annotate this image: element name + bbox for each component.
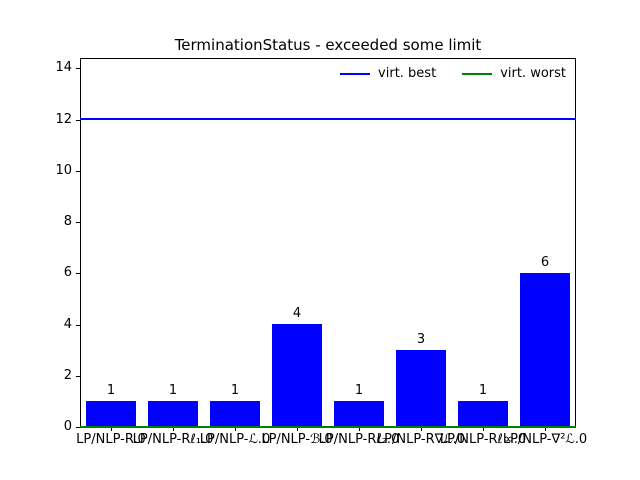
- y-tick-mark: [76, 120, 80, 121]
- y-tick-mark: [76, 68, 80, 69]
- hline-virt-worst: [80, 426, 576, 428]
- bar: [210, 401, 260, 427]
- x-tick-label: LP/NLP-Rℓ₁.0: [132, 432, 214, 447]
- x-tick-mark: [235, 427, 236, 431]
- plot-area: [80, 58, 576, 427]
- bar-value-label: 1: [354, 383, 364, 398]
- x-tick-label: LP/NLP-Rℓ₂.0: [318, 432, 400, 447]
- x-tick-mark: [173, 427, 174, 431]
- chart-title: TerminationStatus - exceeded some limit: [174, 36, 482, 54]
- y-tick-label: 2: [63, 367, 72, 383]
- bar-value-label: 3: [416, 332, 426, 347]
- x-tick-label: LP/NLP-∇²ℒ.0: [502, 432, 588, 447]
- y-tick-label: 12: [55, 111, 72, 127]
- y-tick-mark: [76, 427, 80, 428]
- x-tick-label: LP/NLP-R.0: [76, 432, 146, 447]
- hline-virt-best: [80, 118, 576, 120]
- legend-entry-virt-best: virt. best: [340, 66, 436, 81]
- x-tick-label: LP/NLP-Rℓ∞.0: [439, 432, 527, 447]
- y-tick-mark: [76, 325, 80, 326]
- x-tick-mark: [421, 427, 422, 431]
- y-tick-label: 10: [55, 162, 72, 178]
- bar-value-label: 1: [168, 383, 178, 398]
- y-tick-label: 14: [55, 60, 72, 76]
- bar: [520, 273, 570, 427]
- legend-entry-virt-worst: virt. worst: [462, 66, 566, 81]
- y-tick-mark: [76, 171, 80, 172]
- x-tick-label: LP/NLP-R∇ℒ.0: [376, 432, 466, 447]
- bar: [334, 401, 384, 427]
- y-tick-mark: [76, 273, 80, 274]
- bar: [86, 401, 136, 427]
- bar-value-label: 6: [540, 255, 550, 270]
- virt-best-line-swatch: [340, 72, 371, 75]
- legend-label-virt-best: virt. best: [378, 66, 437, 81]
- x-tick-label: LP/NLP-ℬ.0: [261, 432, 333, 447]
- bar: [458, 401, 508, 427]
- x-tick-mark: [545, 427, 546, 431]
- x-tick-label: LP/NLP-ℒ.0: [199, 432, 271, 447]
- x-tick-mark: [483, 427, 484, 431]
- y-tick-label: 4: [63, 316, 72, 332]
- bar-value-label: 1: [106, 383, 116, 398]
- y-tick-mark: [76, 376, 80, 377]
- legend: virt. best virt. worst: [340, 66, 566, 81]
- bar: [396, 350, 446, 427]
- x-tick-mark: [111, 427, 112, 431]
- y-tick-label: 8: [63, 214, 72, 229]
- bar-value-label: 4: [292, 306, 302, 321]
- bar-value-label: 1: [478, 383, 488, 398]
- x-tick-mark: [297, 427, 298, 431]
- legend-label-virt-worst: virt. worst: [500, 66, 566, 81]
- bar: [272, 324, 322, 427]
- bar: [148, 401, 198, 427]
- y-tick-mark: [76, 222, 80, 223]
- bar-value-label: 1: [230, 383, 240, 398]
- y-tick-label: 0: [63, 419, 72, 434]
- y-tick-label: 6: [63, 265, 72, 281]
- x-tick-mark: [359, 427, 360, 431]
- virt-worst-line-swatch: [462, 72, 493, 75]
